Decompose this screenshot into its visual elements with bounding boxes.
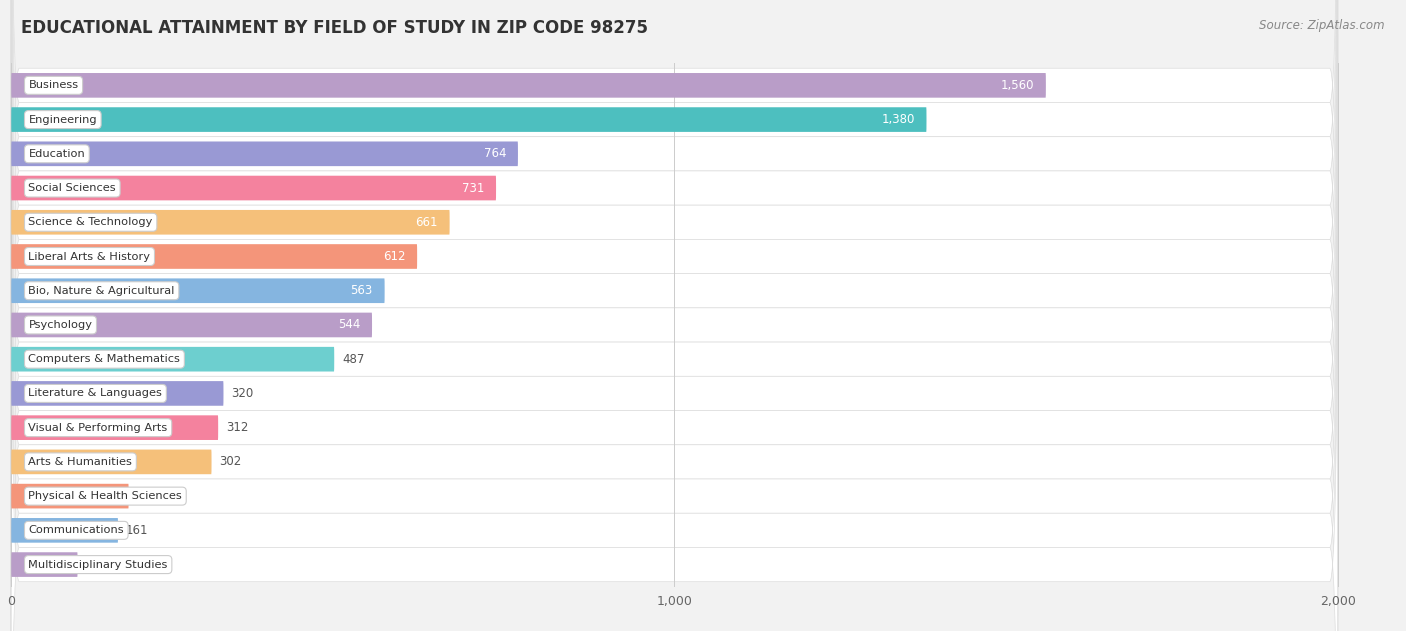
FancyBboxPatch shape — [11, 0, 1337, 479]
FancyBboxPatch shape — [11, 312, 373, 338]
Text: 731: 731 — [461, 182, 484, 194]
FancyBboxPatch shape — [11, 0, 1337, 631]
Text: Communications: Communications — [28, 526, 124, 535]
FancyBboxPatch shape — [11, 415, 218, 440]
Text: Source: ZipAtlas.com: Source: ZipAtlas.com — [1260, 19, 1385, 32]
Text: 487: 487 — [342, 353, 364, 366]
FancyBboxPatch shape — [11, 0, 1337, 513]
Text: 177: 177 — [136, 490, 159, 503]
Text: 1,560: 1,560 — [1001, 79, 1033, 92]
FancyBboxPatch shape — [11, 141, 517, 166]
FancyBboxPatch shape — [11, 449, 211, 475]
Text: 302: 302 — [219, 456, 242, 468]
Text: 320: 320 — [232, 387, 253, 400]
Text: 100: 100 — [86, 558, 108, 571]
Text: Bio, Nature & Agricultural: Bio, Nature & Agricultural — [28, 286, 174, 296]
FancyBboxPatch shape — [11, 102, 1337, 631]
FancyBboxPatch shape — [11, 73, 1046, 98]
FancyBboxPatch shape — [11, 34, 1337, 631]
FancyBboxPatch shape — [11, 0, 1337, 548]
Text: Physical & Health Sciences: Physical & Health Sciences — [28, 491, 183, 501]
Text: 764: 764 — [484, 147, 506, 160]
FancyBboxPatch shape — [11, 0, 1337, 616]
Text: Computers & Mathematics: Computers & Mathematics — [28, 354, 180, 364]
Text: Engineering: Engineering — [28, 115, 97, 124]
FancyBboxPatch shape — [11, 68, 1337, 631]
FancyBboxPatch shape — [11, 381, 224, 406]
Text: Literature & Languages: Literature & Languages — [28, 389, 162, 398]
Text: 612: 612 — [382, 250, 405, 263]
FancyBboxPatch shape — [11, 552, 77, 577]
Text: Visual & Performing Arts: Visual & Performing Arts — [28, 423, 167, 433]
Text: 661: 661 — [415, 216, 437, 229]
FancyBboxPatch shape — [11, 171, 1337, 631]
Text: Education: Education — [28, 149, 86, 159]
FancyBboxPatch shape — [11, 0, 1337, 631]
Text: Science & Technology: Science & Technology — [28, 217, 153, 227]
Text: 563: 563 — [350, 284, 373, 297]
FancyBboxPatch shape — [11, 244, 418, 269]
FancyBboxPatch shape — [11, 518, 118, 543]
Text: Business: Business — [28, 80, 79, 90]
FancyBboxPatch shape — [11, 0, 1337, 631]
Text: Psychology: Psychology — [28, 320, 93, 330]
FancyBboxPatch shape — [11, 278, 385, 303]
Text: 1,380: 1,380 — [882, 113, 914, 126]
FancyBboxPatch shape — [11, 175, 496, 201]
FancyBboxPatch shape — [11, 210, 450, 235]
Text: Multidisciplinary Studies: Multidisciplinary Studies — [28, 560, 167, 570]
FancyBboxPatch shape — [11, 137, 1337, 631]
Text: EDUCATIONAL ATTAINMENT BY FIELD OF STUDY IN ZIP CODE 98275: EDUCATIONAL ATTAINMENT BY FIELD OF STUDY… — [21, 19, 648, 37]
FancyBboxPatch shape — [11, 0, 1337, 582]
FancyBboxPatch shape — [11, 347, 335, 372]
FancyBboxPatch shape — [11, 0, 1337, 631]
Text: 161: 161 — [127, 524, 149, 537]
FancyBboxPatch shape — [11, 484, 128, 509]
Text: 544: 544 — [337, 319, 360, 331]
Text: 312: 312 — [226, 421, 249, 434]
Text: Liberal Arts & History: Liberal Arts & History — [28, 252, 150, 261]
Text: Social Sciences: Social Sciences — [28, 183, 117, 193]
Text: Arts & Humanities: Arts & Humanities — [28, 457, 132, 467]
FancyBboxPatch shape — [11, 107, 927, 132]
FancyBboxPatch shape — [11, 0, 1337, 631]
